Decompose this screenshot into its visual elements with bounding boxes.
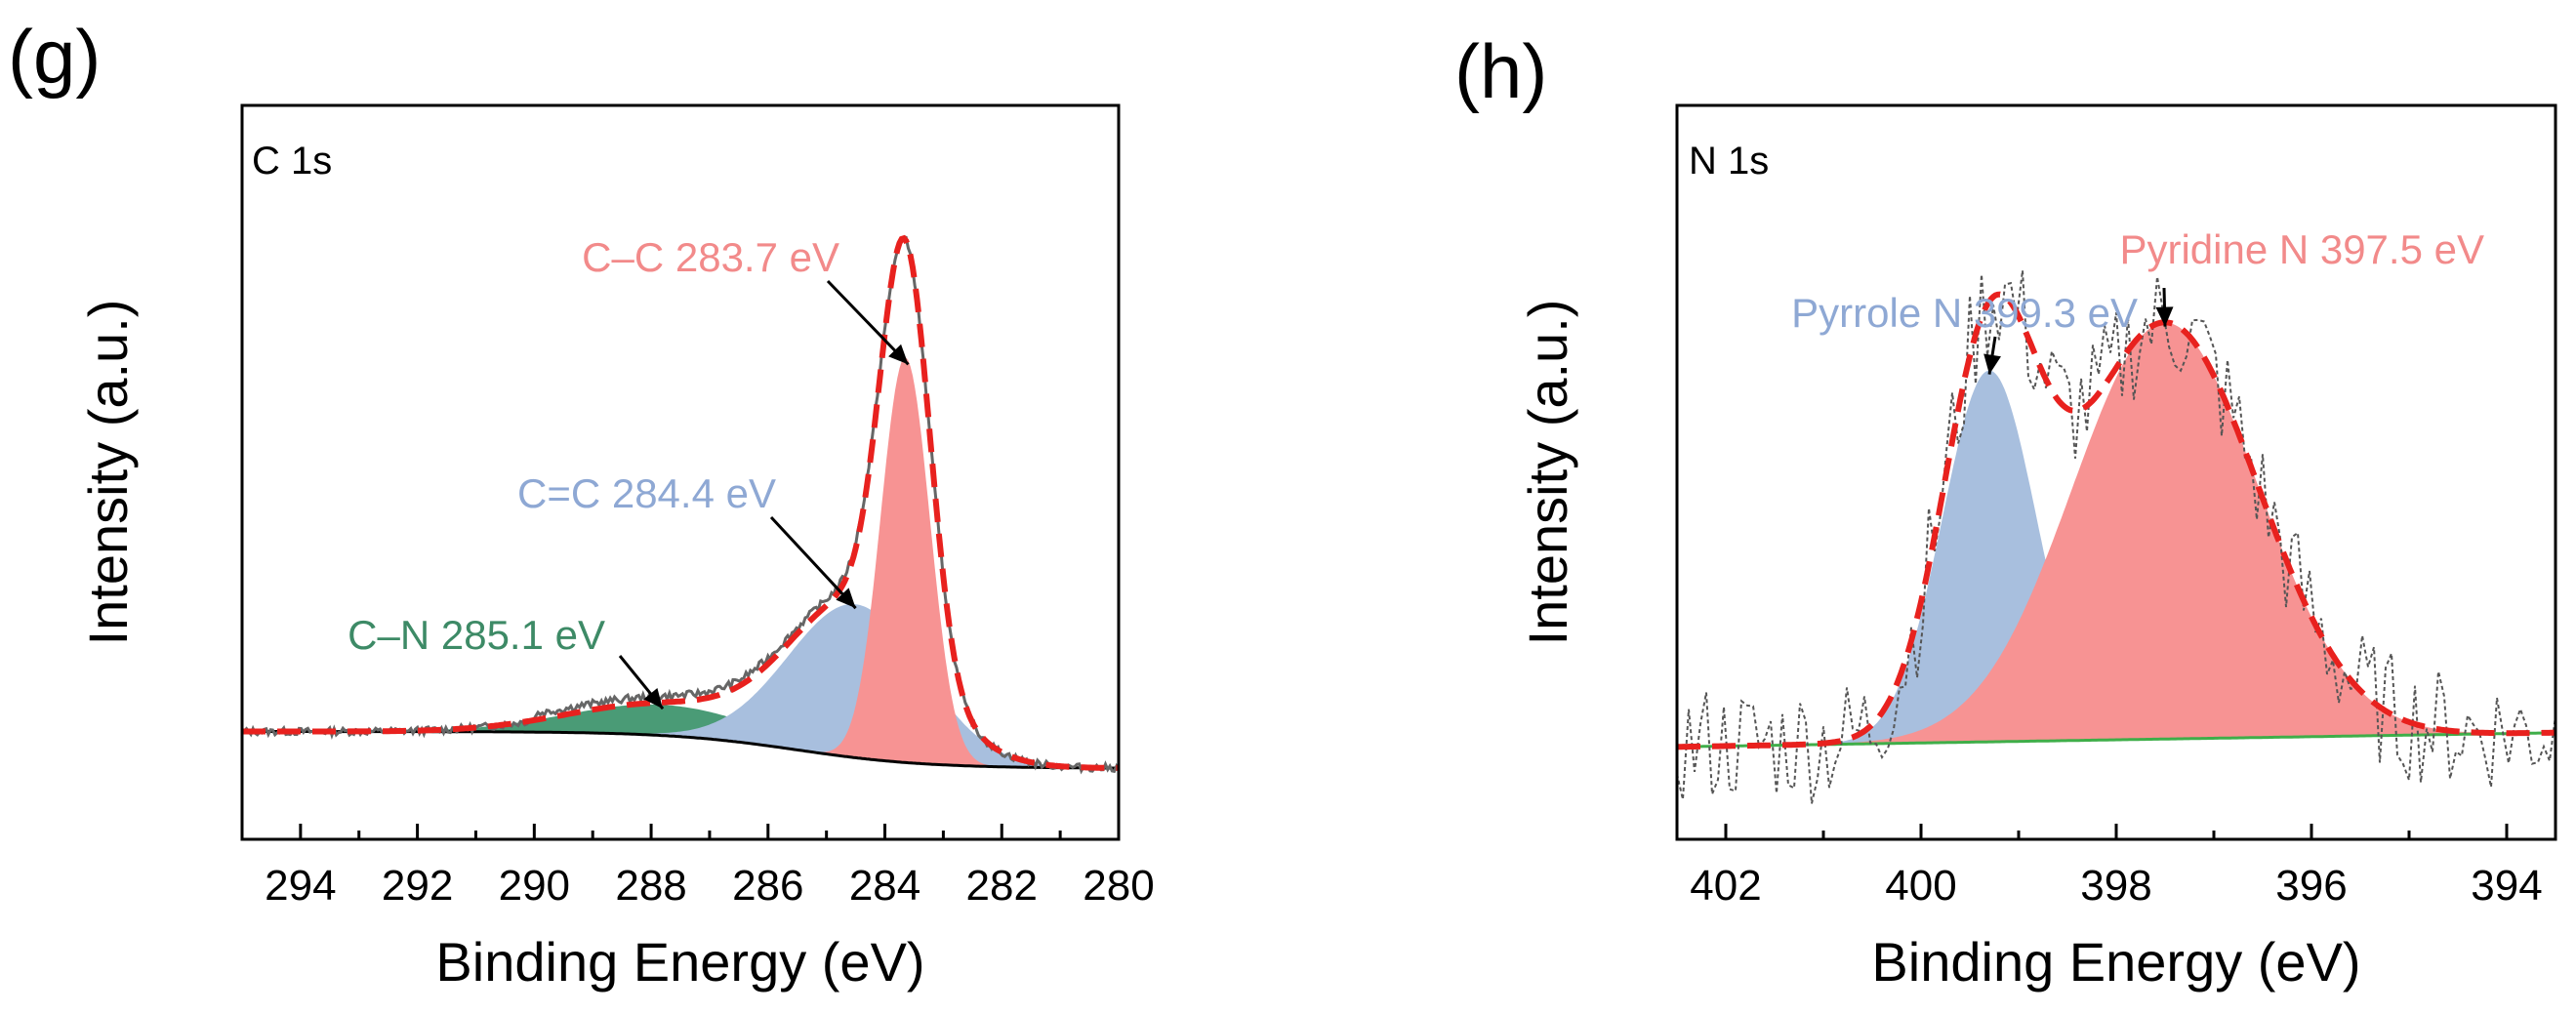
c1s-tick-label: 286 <box>732 862 803 910</box>
c1s-fit-envelope <box>242 234 1119 771</box>
n1s-tick-label: 394 <box>2471 862 2542 910</box>
c1s-tick-label: 284 <box>849 862 920 910</box>
c1s-tick-label: 280 <box>1083 862 1154 910</box>
n1s-raw-data <box>1677 269 2556 804</box>
n1s-arrowhead-0 <box>1983 353 2001 375</box>
n1s-tick-label: 400 <box>1885 862 1956 910</box>
n1s-x-axis-title: Binding Energy (eV) <box>1871 931 2360 993</box>
panel-label-g: (g) <box>8 14 101 100</box>
c1s-peak-label-0: C–N 285.1 eV <box>348 612 605 658</box>
n1s-x-ticks: 402 400 398 396 394 <box>1690 824 2543 910</box>
c1s-peak-labels: C–N 285.1 eV C=C 284.4 eV C–C 283.7 eV <box>348 234 910 710</box>
c1s-peak-label-2: C–C 283.7 eV <box>582 234 839 280</box>
n1s-peak-label-1: Pyridine N 397.5 eV <box>2119 226 2484 272</box>
c1s-plot-area <box>242 234 1119 775</box>
c1s-tick-label: 290 <box>499 862 570 910</box>
c1s-arrowhead-1 <box>836 588 856 609</box>
panel-label-h: (h) <box>1454 28 1547 114</box>
n1s-arrowhead-1 <box>2155 306 2174 327</box>
c1s-plot-frame <box>240 103 1121 841</box>
c1s-arrowhead-0 <box>643 688 664 710</box>
c1s-tick-label: 292 <box>382 862 453 910</box>
n1s-plot-area <box>1677 269 2556 804</box>
n1s-tick-label: 402 <box>1690 862 1761 910</box>
n1s-element-label: N 1s <box>1689 140 1769 183</box>
c1s-tick-label: 288 <box>615 862 686 910</box>
n1s-series <box>1677 269 2556 804</box>
c1s-series <box>242 234 1119 775</box>
n1s-component-1 <box>1677 322 2556 748</box>
n1s-tick-label: 398 <box>2080 862 2151 910</box>
n1s-fit-envelope <box>1677 291 2556 750</box>
n1s-peak-label-0: Pyrrole N 399.3 eV <box>1791 290 2138 336</box>
c1s-element-label: C 1s <box>252 140 332 183</box>
c1s-component-2 <box>242 357 1119 768</box>
c1s-tick-label: 294 <box>265 862 336 910</box>
n1s-y-axis-title: Intensity (a.u.) <box>1517 300 1578 646</box>
c1s-arrow-1 <box>769 515 857 610</box>
n1s-tick-label: 396 <box>2275 862 2347 910</box>
c1s-y-axis-title: Intensity (a.u.) <box>77 300 139 646</box>
n1s-peak-labels: Pyrrole N 399.3 eV Pyridine N 397.5 eV <box>1791 226 2484 375</box>
n1s-panel: (h) N 1s 402 400 398 396 394 Binding Energy … <box>1454 28 2557 993</box>
c1s-x-ticks: 294 292 290 288 286 284 282 280 <box>240 824 1155 910</box>
c1s-x-axis-title: Binding Energy (eV) <box>435 931 924 993</box>
c1s-arrowhead-2 <box>888 344 909 365</box>
c1s-peak-label-1: C=C 284.4 eV <box>517 470 776 516</box>
c1s-tick-label: 282 <box>966 862 1038 910</box>
c1s-panel: (g) C 1s 294 292 290 288 286 284 282 280 Bindin… <box>8 14 1155 993</box>
